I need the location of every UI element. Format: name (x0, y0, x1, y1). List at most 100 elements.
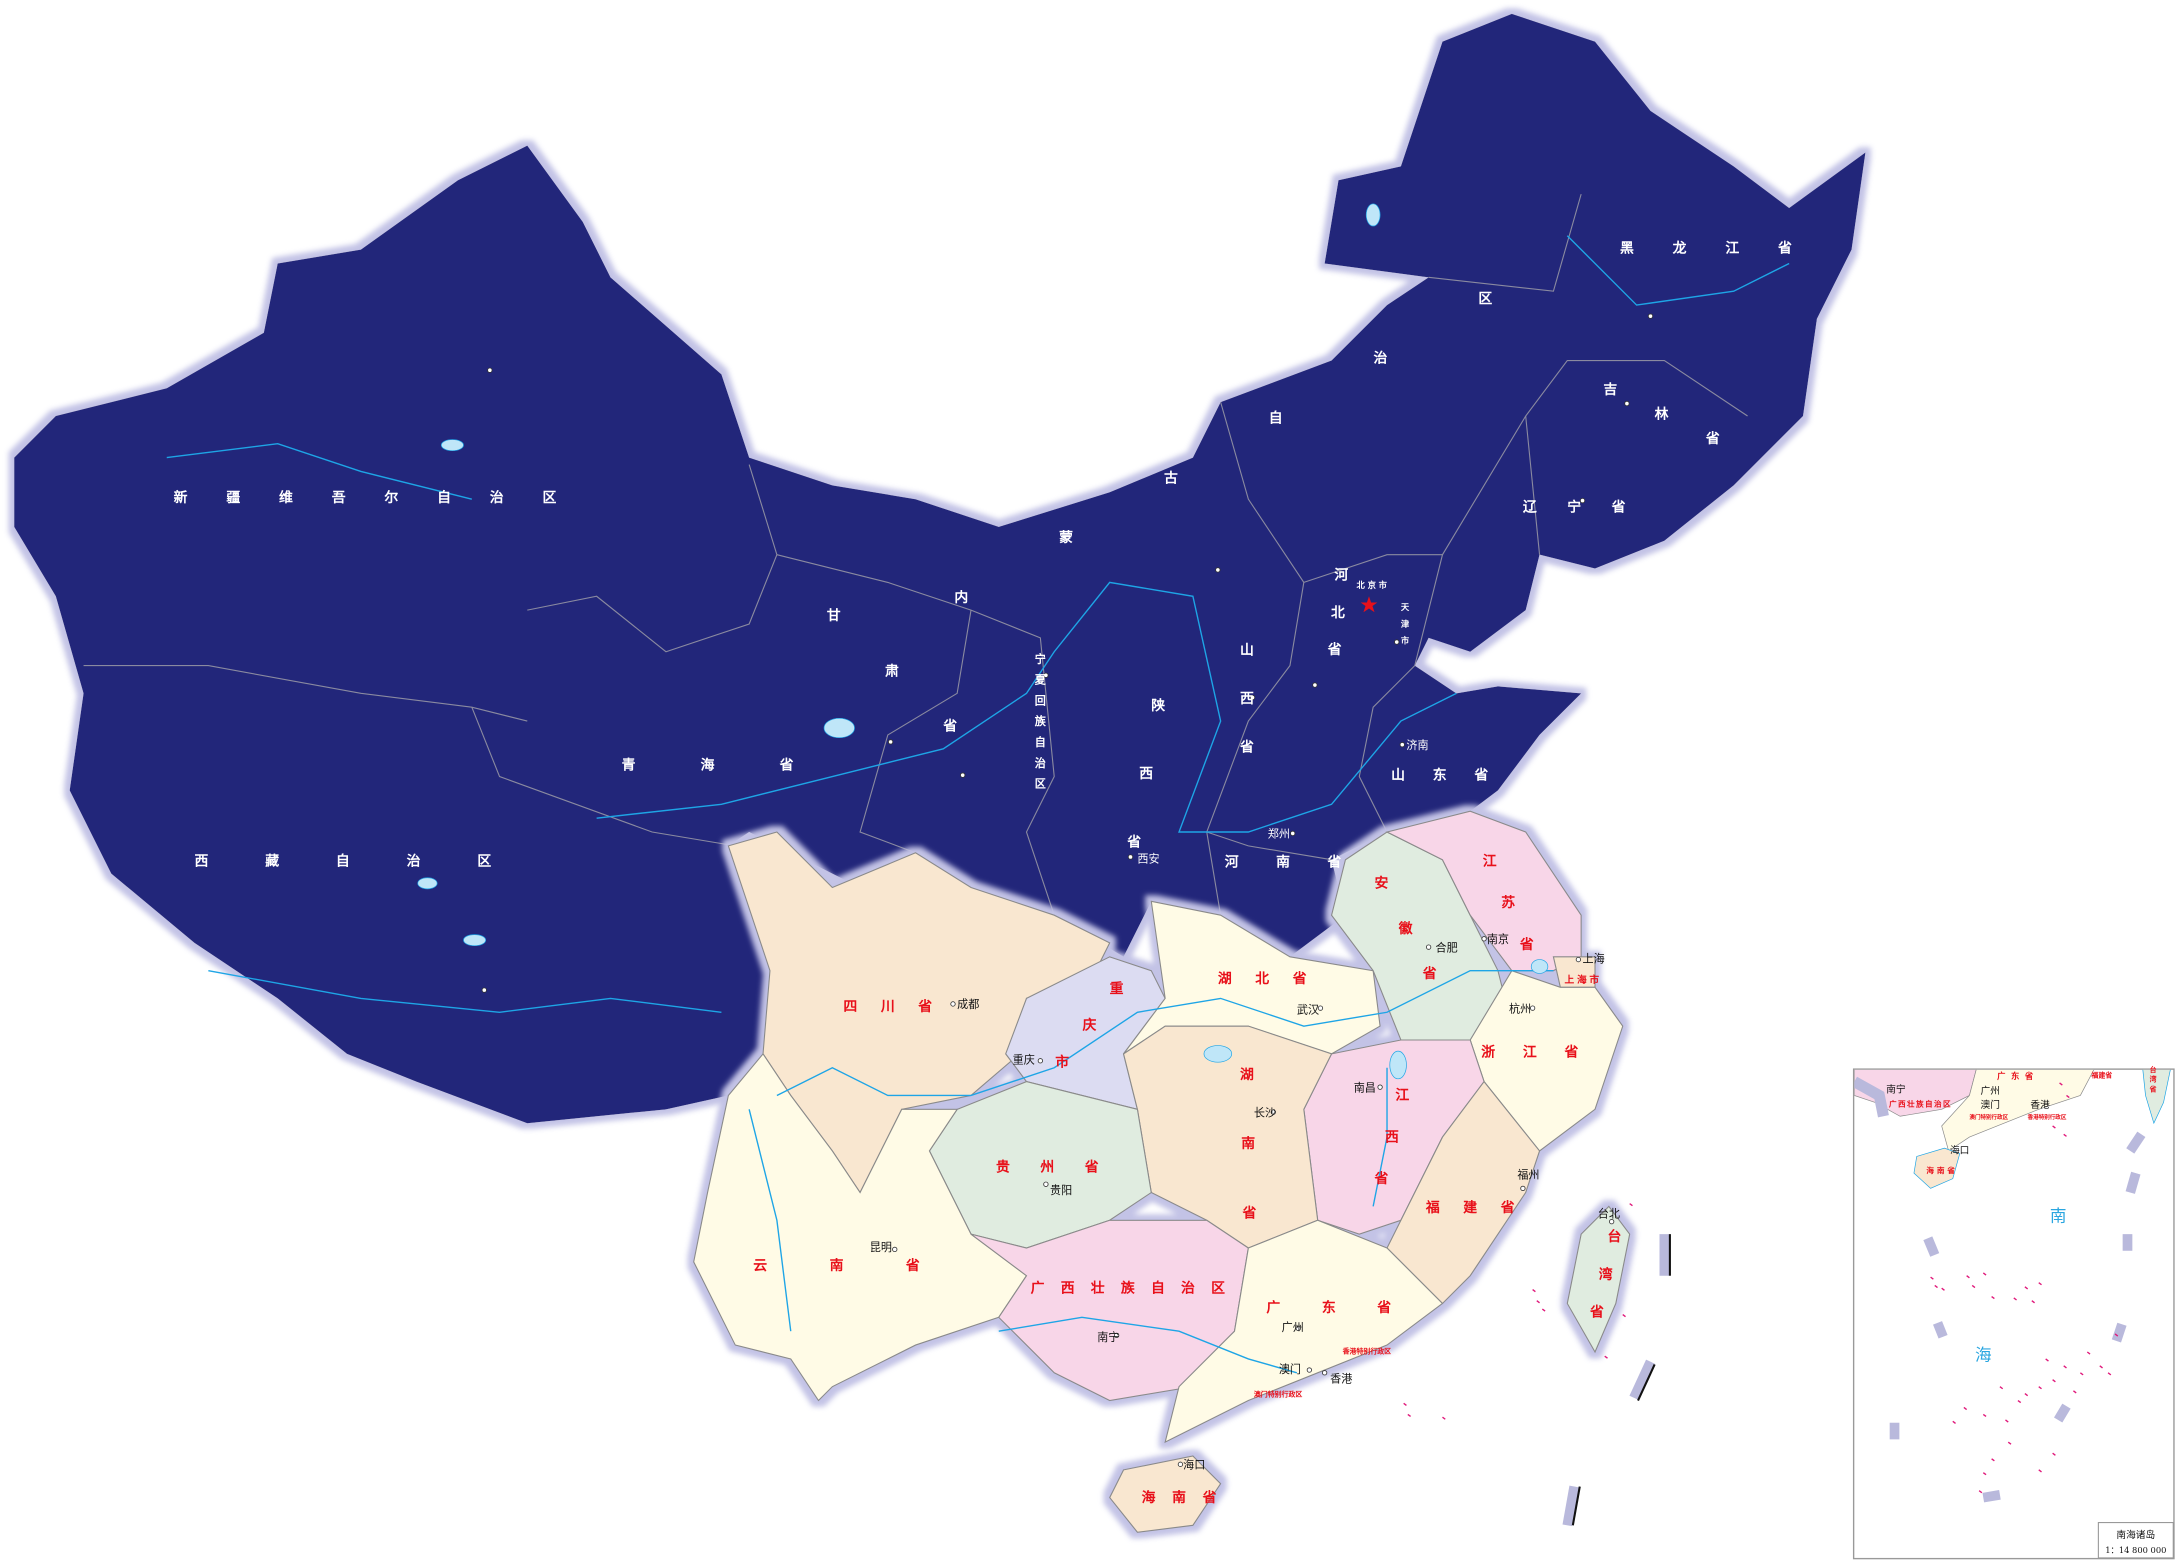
label-henan: 河南省 (1225, 854, 1379, 871)
city-labels: 济南 郑州 西安 合肥 南京 上海 成都 重庆 武汉 长沙 南昌 杭州 福州 贵… (870, 738, 1620, 1472)
island-mark (2079, 1372, 2084, 1376)
label-hainan: 海南省 (1142, 1489, 1234, 1506)
island-mark (2107, 1372, 2112, 1376)
inset-city-guangzhou: 广州 (1981, 1085, 2000, 1097)
inset-label-fujian: 福建省 (2090, 1070, 2112, 1079)
island-mark (1966, 1275, 1970, 1279)
island-mark (2063, 1133, 2067, 1137)
label-xinjiang: 新疆维吾尔自治区 (174, 489, 596, 506)
label-fujian: 福建省 (1425, 1199, 1538, 1216)
taihu-lake (1530, 959, 1549, 974)
poyang-lake (1389, 1050, 1407, 1080)
island-mark (2052, 1379, 2056, 1383)
island-mark (1532, 1289, 1536, 1293)
island-mark (1941, 1287, 1945, 1291)
island-mark (1536, 1300, 1540, 1304)
inset-label-guangdong: 广东省 (1997, 1071, 2039, 1081)
island-mark (1442, 1416, 1446, 1420)
label-yunnan: 云南省 (753, 1257, 982, 1274)
province-guangdong[interactable] (1164, 1219, 1444, 1444)
label-beijing: 北京市 (1357, 580, 1390, 590)
internal-borders (83, 193, 1748, 916)
city-chongqing: 重庆 (1013, 1053, 1035, 1067)
city-kunming: 昆明 (870, 1241, 892, 1254)
city-taipei: 台北 (1598, 1206, 1620, 1220)
island-mark (2038, 1469, 2042, 1473)
province-taiwan[interactable] (1566, 1205, 1631, 1354)
city-changsha: 长沙 (1254, 1106, 1276, 1119)
inset-guangdong (1941, 1069, 2095, 1152)
label-hongkong-sar: 香港特别行政区 (1342, 1346, 1392, 1355)
island-mark (1930, 1276, 1934, 1280)
city-hefei: 合肥 (1436, 940, 1458, 954)
inset-city-hongkong: 香港 (2030, 1099, 2050, 1111)
island-mark (1604, 1355, 1608, 1359)
island-mark (1982, 1472, 1987, 1476)
island-mark (1999, 1386, 2004, 1390)
island-mark (2024, 1393, 2029, 1397)
island-mark (2038, 1282, 2042, 1286)
city-fuzhou: 福州 (1517, 1168, 1539, 1182)
island-mark (2017, 1399, 2022, 1404)
label-xizang: 西藏自治区 (194, 852, 548, 869)
island-mark (2086, 1351, 2091, 1355)
label-shanghai: 上海市 (1565, 973, 1602, 986)
city-nanjing: 南京 (1487, 932, 1509, 946)
inset-hainan (1913, 1147, 1961, 1189)
inset-label-taiwan: 台湾省 (2149, 1065, 2160, 1093)
island-mark (2045, 1358, 2049, 1362)
province-fujian[interactable] (1386, 1080, 1541, 1305)
inset-scale-box (2097, 1522, 2174, 1559)
island-mark (1963, 1406, 1968, 1411)
inset-frame (1852, 1068, 2175, 1560)
city-macau: 澳门 (1279, 1362, 1301, 1376)
island-mark (2038, 1386, 2042, 1390)
province-hainan[interactable] (1109, 1455, 1222, 1533)
inset-taiwan (2142, 1069, 2171, 1125)
label-guizhou: 贵州省 (996, 1159, 1129, 1176)
island-mark (2114, 1333, 2119, 1337)
city-nanchang: 南昌 (1354, 1081, 1376, 1094)
inset-title: 南海诸岛 (2116, 1528, 2155, 1541)
city-xian: 西安 (1137, 852, 1159, 866)
island-mark (2063, 1365, 2067, 1369)
south-china-sea-inset: 南宁 广西壮族自治区 广东省 广州 澳门 香港 澳门特别行政区 香港特别行政区 … (1852, 1065, 2175, 1560)
qinghai-lake (823, 717, 855, 739)
island-mark (1622, 1314, 1626, 1318)
island-mark (1934, 1284, 1938, 1289)
lake (463, 934, 487, 947)
inset-label-macau-sar: 澳门特别行政区 (1969, 1113, 2008, 1121)
inset-scale: 1：14 800 000 (2105, 1545, 2166, 1555)
island-mark (2013, 1297, 2017, 1301)
inset-label-hongkong-sar: 香港特别行政区 (2027, 1113, 2067, 1121)
label-qinghai: 青海省 (622, 757, 859, 774)
inset-maritime-dashes (1889, 1131, 2146, 1503)
rivers-north (166, 235, 1790, 1013)
label-guangdong: 广东省 (1266, 1299, 1432, 1316)
city-shanghai: 上海 (1583, 951, 1605, 965)
label-tianjin: 天津市 (1401, 602, 1418, 645)
inset-label-guangxi: 广西壮族自治区 (1889, 1099, 1952, 1109)
island-mark (2007, 1441, 2012, 1445)
island-mark (2066, 1094, 2070, 1099)
city-haikou: 海口 (1183, 1457, 1205, 1471)
city-jinan: 济南 (1406, 738, 1428, 752)
island-mark (2073, 1390, 2077, 1394)
label-liaoning: 辽宁省 (1523, 499, 1656, 516)
capital-star-icon (1360, 596, 1378, 613)
city-chengdu: 成都 (957, 998, 979, 1011)
island-mark (1971, 1284, 1976, 1289)
rivers-south (748, 969, 1554, 1374)
city-wuhan: 武汉 (1297, 1004, 1319, 1017)
label-heilongjiang: 黑龙江省 (1620, 239, 1831, 256)
inset-city-macau: 澳门 (1981, 1098, 2000, 1111)
city-dots (481, 313, 1654, 1467)
island-mark (1982, 1413, 1987, 1418)
label-shandong: 山东省 (1391, 766, 1516, 783)
city-nanning: 南宁 (1097, 1330, 1119, 1344)
island-mark (1952, 1420, 1956, 1424)
inset-islands (1930, 1082, 2119, 1494)
label-macau-sar: 澳门特别行政区 (1254, 1389, 1303, 1398)
inset-city-nanning: 南宁 (1886, 1083, 1906, 1096)
